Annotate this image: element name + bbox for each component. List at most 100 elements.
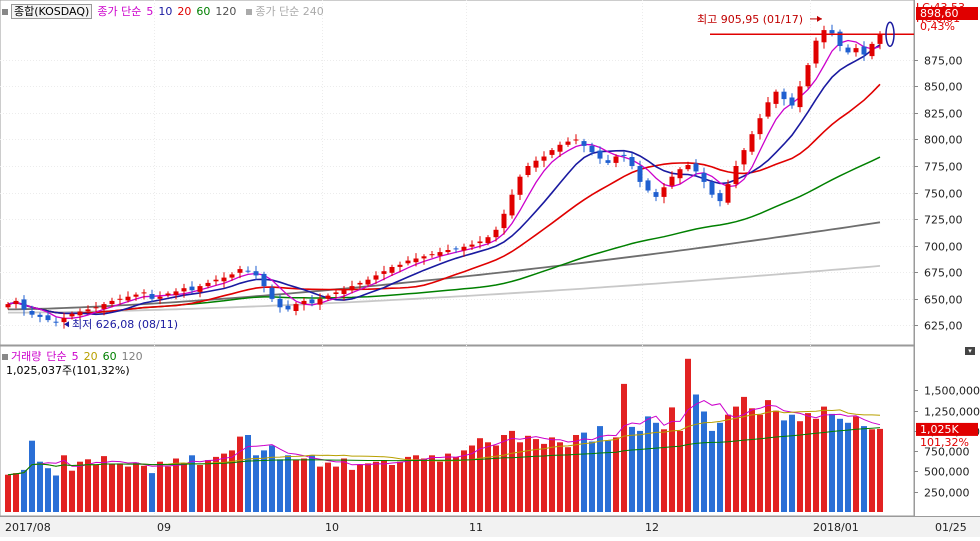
volume-bar <box>565 447 571 512</box>
grid-lines <box>0 0 914 516</box>
volume-bar <box>461 450 467 512</box>
volume-bar <box>429 455 435 512</box>
collapse-icon[interactable]: ▾ <box>965 347 975 355</box>
candle-body <box>597 150 603 159</box>
candle-body <box>525 166 531 175</box>
volume-bar <box>597 426 603 512</box>
candle-body <box>757 118 763 135</box>
candle-body <box>725 184 731 203</box>
volume-bar <box>109 464 115 512</box>
candle-body <box>277 298 283 308</box>
volume-bar <box>269 445 275 512</box>
volume-bar <box>397 461 403 512</box>
volume-bar <box>493 445 499 512</box>
volume-ma-period-5: 5 <box>71 350 79 363</box>
candle-body <box>853 48 859 53</box>
candle-body <box>813 40 819 64</box>
volume-bar <box>485 442 491 512</box>
volume-ma-lines <box>7 400 881 476</box>
volume-bar <box>733 406 739 512</box>
candle-body <box>21 299 27 310</box>
volume-bar <box>21 469 27 512</box>
volume-bar <box>69 470 75 512</box>
volume-bar <box>229 450 235 512</box>
legend-marker-icon <box>2 9 8 15</box>
volume-bar <box>533 439 539 512</box>
price-tick-label: 825,00 <box>924 108 963 121</box>
price-tick-label: 775,00 <box>924 161 963 174</box>
candle-body <box>453 248 459 250</box>
volume-bar <box>301 458 307 512</box>
high-annotation: 최고 905,95 (01/17) <box>697 13 803 26</box>
volume-bar <box>61 455 67 512</box>
volume-bar <box>469 445 475 512</box>
price-tick-label: 675,00 <box>924 267 963 280</box>
candle-body <box>621 154 627 156</box>
volume-bar <box>501 435 507 512</box>
candle-body <box>565 141 571 145</box>
volume-tick-label: 750,000 <box>924 446 970 459</box>
volume-bar <box>165 466 171 512</box>
volume-bar <box>821 406 827 512</box>
price-legend: 종합(KOSDAQ) 종가 단순 5 10 20 60 120 종가 단순 240 <box>2 3 329 19</box>
candle-body <box>221 277 227 282</box>
candle-body <box>781 91 787 100</box>
volume-tick-label: 500,000 <box>924 466 970 479</box>
volume-ma-period-60: 60 <box>102 350 117 363</box>
candle-body <box>629 157 635 166</box>
price-tick-label: 800,00 <box>924 134 963 147</box>
candle-body <box>501 213 507 229</box>
volume-bar <box>685 358 691 512</box>
volume-bar <box>421 458 427 512</box>
volume-bars <box>5 358 883 512</box>
candle-body <box>325 295 331 299</box>
volume-bar <box>117 463 123 512</box>
volume-bar <box>453 456 459 512</box>
candle-body <box>93 307 99 309</box>
candle-body <box>421 256 427 259</box>
candle-body <box>469 244 475 247</box>
candle-body <box>717 193 723 202</box>
candle-body <box>197 286 203 292</box>
candle-body <box>45 315 51 321</box>
volume-bar <box>317 466 323 512</box>
candle-body <box>149 294 155 299</box>
candle-body <box>357 282 363 285</box>
volume-bar <box>357 465 363 512</box>
candle-body <box>253 271 259 276</box>
last-volume-label: 1,025K <box>920 423 959 436</box>
candle-body <box>381 271 387 274</box>
volume-bar <box>5 474 11 512</box>
volume-bar <box>677 430 683 512</box>
volume-ma60-polyline <box>7 427 881 476</box>
candle-body <box>861 46 867 55</box>
candle-body <box>341 290 347 294</box>
ma240-line <box>8 265 881 314</box>
candle-body <box>69 313 75 317</box>
x-tick-label: 11 <box>469 521 483 534</box>
candle-body <box>349 286 355 291</box>
volume-bar <box>573 435 579 512</box>
candle-body <box>77 311 83 316</box>
candle-body <box>37 314 43 317</box>
ma-period-10: 10 <box>158 5 173 18</box>
candle-body <box>509 194 515 216</box>
ma-period-20: 20 <box>177 5 192 18</box>
candle-body <box>797 86 803 108</box>
candle-body <box>829 30 835 34</box>
last-volume-box <box>916 422 978 436</box>
candle-body <box>685 165 691 170</box>
candle-body <box>261 273 267 287</box>
ma240-polyline <box>8 265 881 314</box>
volume-bar <box>749 408 755 512</box>
candle-body <box>477 241 483 244</box>
candle-body <box>517 176 523 195</box>
volume-bar <box>365 463 371 512</box>
price-tick-label: 875,00 <box>924 55 963 68</box>
volume-bar <box>829 413 835 512</box>
symbol-label[interactable]: 종합(KOSDAQ) <box>11 4 93 19</box>
volume-bar <box>813 418 819 512</box>
volume-bar <box>517 442 523 512</box>
volume-bar <box>869 429 875 512</box>
